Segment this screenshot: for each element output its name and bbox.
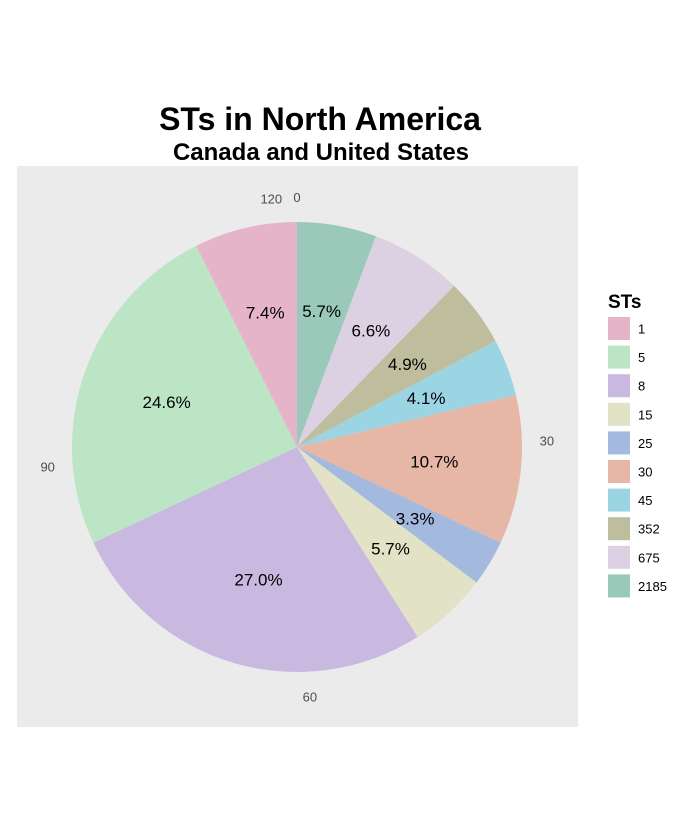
slice-percent-label: 5.7% (371, 540, 410, 559)
slice-percent-labels: 5.7% 6.6% 4.9% 4.1% 10.7% 3.3% 5.7% 27.0% 24.6% 7… (142, 302, 458, 589)
chart-title: STs in North America (159, 101, 481, 137)
angle-tick-label: 90 (40, 459, 54, 474)
legend-item-st-8: 8 (608, 374, 645, 398)
legend-label: 15 (638, 407, 652, 422)
legend-key (608, 402, 630, 426)
legend-label: 675 (638, 550, 660, 565)
legend-key (608, 545, 630, 569)
slice-percent-label: 7.4% (246, 304, 285, 323)
pie-slice-st-352 (297, 285, 496, 447)
slice-percent-label: 6.6% (352, 322, 391, 341)
legend-label: 25 (638, 436, 652, 451)
legend-label: 5 (638, 350, 645, 365)
slice-percent-label: 10.7% (410, 452, 458, 471)
pie-slice-st-15 (297, 447, 477, 637)
pie-slice-st-25 (297, 447, 501, 583)
angle-axis-tick-labels: 0 30 60 90 120 (40, 190, 554, 705)
pie-slice-st-1 (196, 222, 297, 447)
pie-slice-st-675 (297, 236, 455, 447)
legend-item-st-1: 1 (608, 317, 645, 340)
pie-slice-st-45 (297, 341, 516, 447)
pie-slices (71, 222, 523, 672)
legend-item-st-5: 5 (608, 345, 645, 369)
legend-item-st-2185: 2185 (608, 574, 667, 598)
legend-item-st-30: 30 (608, 460, 652, 483)
legend-key (608, 488, 630, 512)
legend-key (608, 431, 630, 455)
legend-title: STs (608, 292, 641, 313)
angle-tick-label: 120 (260, 191, 282, 206)
slice-percent-label: 27.0% (234, 571, 282, 590)
legend-key (608, 574, 630, 598)
pie-slice-st-30 (297, 395, 523, 543)
legend-item-st-45: 45 (608, 488, 652, 512)
pie-slice-st-8 (93, 447, 418, 672)
legend-key (608, 460, 630, 483)
legend-key (608, 317, 630, 340)
legend-item-st-675: 675 (608, 545, 660, 569)
angle-tick-label: 0 (293, 190, 300, 205)
legend-label: 30 (638, 465, 652, 480)
legend-label: 2185 (638, 579, 667, 594)
legend-label: 45 (638, 493, 652, 508)
angle-tick-label: 30 (540, 434, 554, 449)
slice-percent-label: 3.3% (396, 509, 435, 528)
legend-item-st-25: 25 (608, 431, 652, 455)
slice-percent-label: 4.9% (388, 355, 427, 374)
legend-label: 352 (638, 522, 660, 537)
pie-slice-st-2185 (297, 222, 376, 447)
legend-key (608, 517, 630, 541)
slice-percent-label: 4.1% (407, 389, 446, 408)
legend-item-st-352: 352 (608, 517, 660, 541)
pie-slice-st-5 (71, 245, 297, 543)
chart-subtitle: Canada and United States (173, 139, 469, 166)
legend-label: 8 (638, 379, 645, 394)
angle-tick-label: 60 (303, 690, 317, 705)
legend-label: 1 (638, 322, 645, 337)
legend-item-st-15: 15 (608, 402, 652, 426)
legend-key (608, 345, 630, 369)
legend-key (608, 374, 630, 398)
slice-percent-label: 24.6% (142, 393, 190, 412)
slice-percent-label: 5.7% (302, 302, 341, 321)
